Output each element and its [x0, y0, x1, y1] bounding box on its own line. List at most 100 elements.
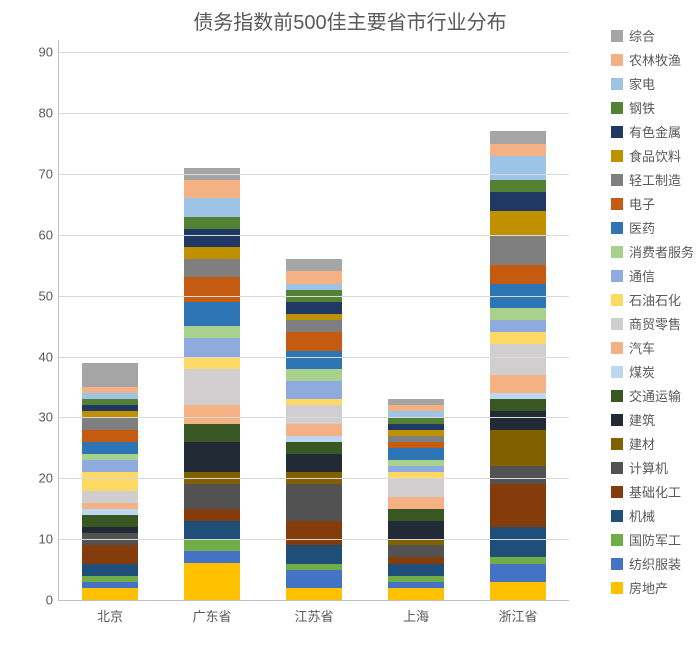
bar-segment-retail — [490, 344, 546, 374]
x-tick-label: 广东省 — [192, 600, 231, 625]
bar-segment-defense — [184, 539, 240, 551]
bar-segment-realestate — [490, 582, 546, 600]
bar-segment-agri — [490, 144, 546, 156]
bar-segment-foodbev — [490, 211, 546, 235]
y-tick-label: 40 — [39, 349, 59, 364]
bar-segment-textile — [286, 570, 342, 588]
bar-segment-retail — [184, 369, 240, 406]
bar-segment-comprehensive — [286, 259, 342, 271]
bar-segment-foodbev — [184, 247, 240, 259]
legend-swatch — [611, 486, 623, 498]
legend-label: 汽车 — [629, 338, 655, 357]
legend-item-construction: 建筑 — [611, 410, 694, 429]
bar-segment-retail — [286, 405, 342, 423]
legend-item-buildmat: 建材 — [611, 434, 694, 453]
y-tick-label: 10 — [39, 532, 59, 547]
legend-item-petro: 石油石化 — [611, 290, 694, 309]
bar-segment-basicchem — [184, 509, 240, 521]
bar-segment-lightmfg — [184, 259, 240, 277]
bar-segment-agri — [286, 271, 342, 283]
plot-area: 0102030405060708090北京广东省江苏省上海浙江省 — [58, 40, 569, 601]
legend: 综合农林牧渔家电钢铁有色金属食品饮料轻工制造电子医药消费者服务通信石油石化商贸零… — [611, 26, 694, 602]
bar-segment-lightmfg — [286, 320, 342, 332]
legend-item-retail: 商贸零售 — [611, 314, 694, 333]
bar-segment-basicchem — [82, 545, 138, 563]
x-tick-label: 北京 — [97, 600, 123, 625]
bar-segment-electronics — [286, 332, 342, 350]
bar-segment-pharma — [286, 351, 342, 369]
legend-label: 房地产 — [629, 578, 668, 597]
bar-segment-machinery — [184, 521, 240, 539]
gridline — [59, 174, 569, 175]
legend-label: 计算机 — [629, 458, 668, 477]
gridline — [59, 478, 569, 479]
bar-slot — [59, 40, 161, 600]
bar-segment-pharma — [184, 302, 240, 326]
bar-segment-consumer — [184, 326, 240, 338]
legend-label: 食品饮料 — [629, 146, 681, 165]
legend-item-basicchem: 基础化工 — [611, 482, 694, 501]
legend-label: 家电 — [629, 74, 655, 93]
bar-segment-agri — [184, 180, 240, 198]
bar-segment-realestate — [82, 588, 138, 600]
bar — [286, 259, 342, 600]
bar-segment-construction — [490, 411, 546, 429]
bar-segment-petro — [184, 357, 240, 369]
legend-label: 机械 — [629, 506, 655, 525]
legend-label: 交通运输 — [629, 386, 681, 405]
bar-segment-pharma — [388, 448, 444, 460]
bar-segment-retail — [388, 478, 444, 496]
bar-segment-retail — [82, 491, 138, 503]
legend-swatch — [611, 510, 623, 522]
bar-segment-computer — [490, 466, 546, 484]
legend-label: 商贸零售 — [629, 314, 681, 333]
legend-swatch — [611, 414, 623, 426]
bar-segment-comprehensive — [82, 363, 138, 387]
bar-segment-realestate — [388, 588, 444, 600]
legend-label: 煤炭 — [629, 362, 655, 381]
x-tick-label: 上海 — [403, 600, 429, 625]
bar-segment-steel — [490, 180, 546, 192]
legend-label: 综合 — [629, 26, 655, 45]
bar-segment-auto — [388, 497, 444, 509]
legend-label: 消费者服务 — [629, 242, 694, 261]
bar-segment-machinery — [286, 545, 342, 563]
bar-slot — [365, 40, 467, 600]
bar-segment-lightmfg — [490, 235, 546, 265]
legend-swatch — [611, 102, 623, 114]
legend-item-consumer: 消费者服务 — [611, 242, 694, 261]
gridline — [59, 235, 569, 236]
bar-slot — [263, 40, 365, 600]
legend-swatch — [611, 534, 623, 546]
legend-label: 有色金属 — [629, 122, 681, 141]
bar-slot — [161, 40, 263, 600]
bar-segment-machinery — [388, 564, 444, 576]
legend-item-defense: 国防军工 — [611, 530, 694, 549]
bar-segment-basicchem — [286, 521, 342, 545]
legend-label: 轻工制造 — [629, 170, 681, 189]
legend-item-telecom: 通信 — [611, 266, 694, 285]
bar-segment-electronics — [490, 265, 546, 283]
bar-segment-telecom — [184, 338, 240, 356]
bar-segment-construction — [388, 521, 444, 539]
x-tick-label: 江苏省 — [294, 600, 333, 625]
legend-label: 电子 — [629, 194, 655, 213]
legend-swatch — [611, 222, 623, 234]
bar-segment-nonferrous — [184, 229, 240, 247]
legend-item-comprehensive: 综合 — [611, 26, 694, 45]
bar-segment-transport — [286, 442, 342, 454]
bar-segment-textile — [184, 551, 240, 563]
stacked-bar-chart: 债务指数前500佳主要省市行业分布 0102030405060708090北京广… — [0, 0, 700, 650]
legend-swatch — [611, 54, 623, 66]
legend-swatch — [611, 270, 623, 282]
bar-segment-realestate — [286, 588, 342, 600]
bar-segment-construction — [286, 454, 342, 472]
legend-swatch — [611, 174, 623, 186]
bar-segment-nonferrous — [490, 192, 546, 210]
legend-swatch — [611, 126, 623, 138]
bar-segment-pharma — [82, 442, 138, 454]
bar — [388, 399, 444, 600]
legend-item-electronics: 电子 — [611, 194, 694, 213]
bar-segment-nonferrous — [286, 302, 342, 314]
y-tick-label: 80 — [39, 106, 59, 121]
